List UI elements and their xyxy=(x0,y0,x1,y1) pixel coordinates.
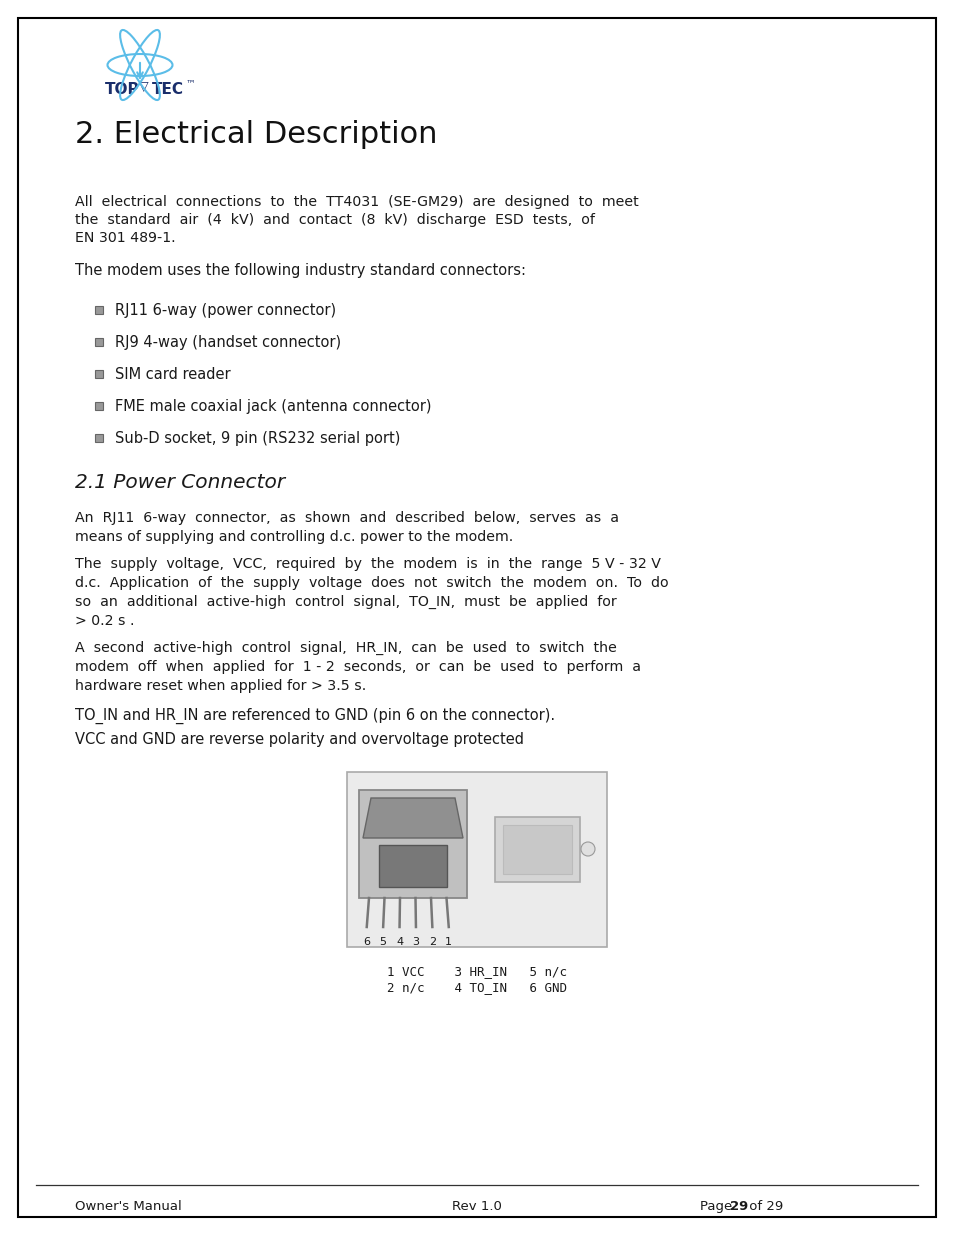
Text: 2.1 Power Connector: 2.1 Power Connector xyxy=(75,473,285,492)
Bar xyxy=(95,433,103,442)
Text: hardware reset when applied for > 3.5 s.: hardware reset when applied for > 3.5 s. xyxy=(75,679,366,693)
Bar xyxy=(95,403,103,410)
Text: 2. Electrical Description: 2. Electrical Description xyxy=(75,120,437,149)
Text: 2: 2 xyxy=(428,937,436,947)
Text: 4: 4 xyxy=(395,937,403,947)
Text: A  second  active-high  control  signal,  HR_IN,  can  be  used  to  switch  the: A second active-high control signal, HR_… xyxy=(75,641,617,655)
Text: Page: Page xyxy=(700,1200,736,1213)
Bar xyxy=(502,825,572,874)
Text: of 29: of 29 xyxy=(744,1200,782,1213)
Text: Rev 1.0: Rev 1.0 xyxy=(452,1200,501,1213)
Text: 1 VCC    3 HR_IN   5 n/c: 1 VCC 3 HR_IN 5 n/c xyxy=(387,965,566,978)
Text: The modem uses the following industry standard connectors:: The modem uses the following industry st… xyxy=(75,263,525,278)
Text: The  supply  voltage,  VCC,  required  by  the  modem  is  in  the  range  5 V -: The supply voltage, VCC, required by the… xyxy=(75,557,660,571)
Text: VCC and GND are reverse polarity and overvoltage protected: VCC and GND are reverse polarity and ove… xyxy=(75,732,523,747)
Text: Sub-D socket, 9 pin (RS232 serial port): Sub-D socket, 9 pin (RS232 serial port) xyxy=(115,431,400,446)
Ellipse shape xyxy=(580,842,595,856)
Text: All  electrical  connections  to  the  TT4031  (SE-GM29)  are  designed  to  mee: All electrical connections to the TT4031… xyxy=(75,195,639,209)
Text: RJ9 4-way (handset connector): RJ9 4-way (handset connector) xyxy=(115,335,341,350)
Text: 5: 5 xyxy=(379,937,386,947)
Text: 6: 6 xyxy=(363,937,370,947)
Text: FME male coaxial jack (antenna connector): FME male coaxial jack (antenna connector… xyxy=(115,399,431,414)
Text: modem  off  when  applied  for  1 - 2  seconds,  or  can  be  used  to  perform : modem off when applied for 1 - 2 seconds… xyxy=(75,659,640,674)
Text: RJ11 6-way (power connector): RJ11 6-way (power connector) xyxy=(115,303,335,317)
Bar xyxy=(378,845,447,887)
Text: SIM card reader: SIM card reader xyxy=(115,367,231,382)
Bar xyxy=(95,370,103,378)
Bar xyxy=(95,338,103,346)
Text: ™: ™ xyxy=(186,78,195,88)
Text: Owner's Manual: Owner's Manual xyxy=(75,1200,182,1213)
Text: means of supplying and controlling d.c. power to the modem.: means of supplying and controlling d.c. … xyxy=(75,530,513,543)
Text: so  an  additional  active-high  control  signal,  TO_IN,  must  be  applied  fo: so an additional active-high control sig… xyxy=(75,595,616,609)
Bar xyxy=(347,772,606,947)
Bar xyxy=(95,306,103,314)
Text: the  standard  air  (4  kV)  and  contact  (8  kV)  discharge  ESD  tests,  of: the standard air (4 kV) and contact (8 k… xyxy=(75,212,595,227)
Text: ▽: ▽ xyxy=(139,80,149,93)
Bar xyxy=(495,818,579,882)
Polygon shape xyxy=(363,798,462,839)
Text: 1: 1 xyxy=(445,937,452,947)
Bar xyxy=(358,790,467,898)
Text: 3: 3 xyxy=(412,937,419,947)
Text: TEC: TEC xyxy=(152,82,184,98)
Text: 2 n/c    4 TO_IN   6 GND: 2 n/c 4 TO_IN 6 GND xyxy=(387,981,566,994)
Text: > 0.2 s .: > 0.2 s . xyxy=(75,614,134,629)
Text: TOP: TOP xyxy=(105,82,139,98)
Text: d.c.  Application  of  the  supply  voltage  does  not  switch  the  modem  on. : d.c. Application of the supply voltage d… xyxy=(75,576,668,590)
Text: An  RJ11  6-way  connector,  as  shown  and  described  below,  serves  as  a: An RJ11 6-way connector, as shown and de… xyxy=(75,511,618,525)
Text: EN 301 489-1.: EN 301 489-1. xyxy=(75,231,175,245)
Text: 29: 29 xyxy=(729,1200,747,1213)
Text: TO_IN and HR_IN are referenced to GND (pin 6 on the connector).: TO_IN and HR_IN are referenced to GND (p… xyxy=(75,708,555,724)
